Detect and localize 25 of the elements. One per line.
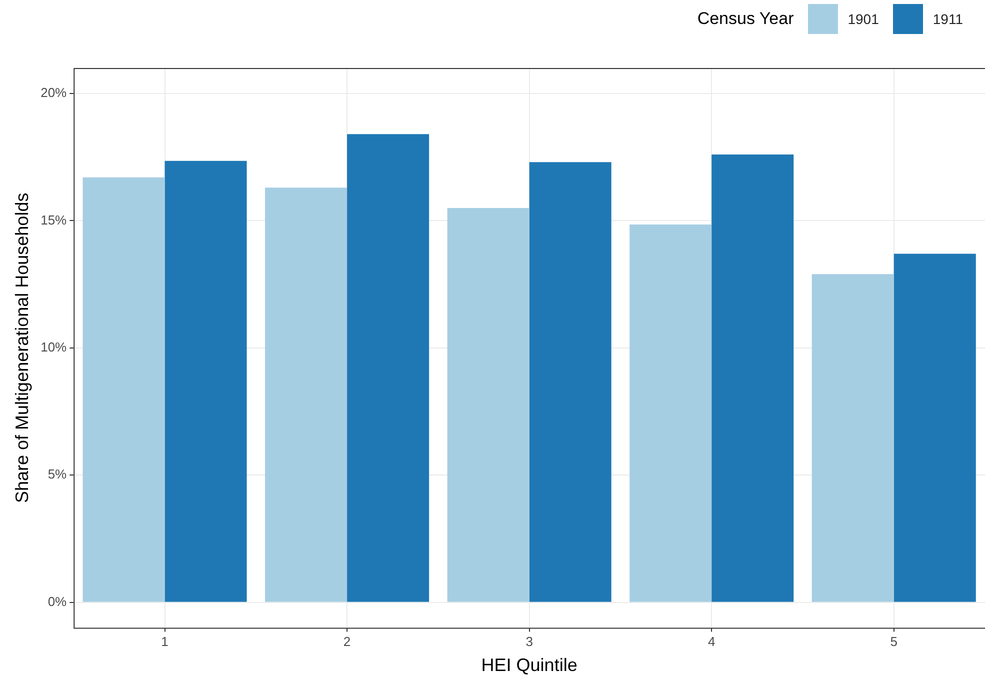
legend-label: 1911 [932,11,963,27]
bar [812,274,894,602]
x-tick-label: 1 [161,634,168,650]
y-tick-label: 15% [40,212,68,228]
y-tick-label: 20% [40,85,68,100]
bar [894,254,976,602]
bar [82,177,165,602]
x-axis-title: HEI Quintile [481,655,578,676]
bar [164,160,247,602]
y-tick-label: 10% [40,339,68,354]
bar [347,134,430,602]
y-tick-label: 0% [48,594,68,609]
bar [447,208,530,602]
y-tick-label: 5% [48,466,68,482]
legend-title: Census Year [697,9,794,29]
y-axis-title: Share of Multigenerational Households [12,192,32,503]
bar [265,188,348,602]
bar [529,162,612,602]
legend-label: 1901 [848,11,879,27]
x-tick-label: 4 [708,634,716,650]
x-tick-label: 2 [343,634,351,650]
bar [630,224,712,602]
x-tick-label: 5 [890,634,898,650]
x-tick-label: 3 [526,634,533,650]
bar [712,154,794,602]
